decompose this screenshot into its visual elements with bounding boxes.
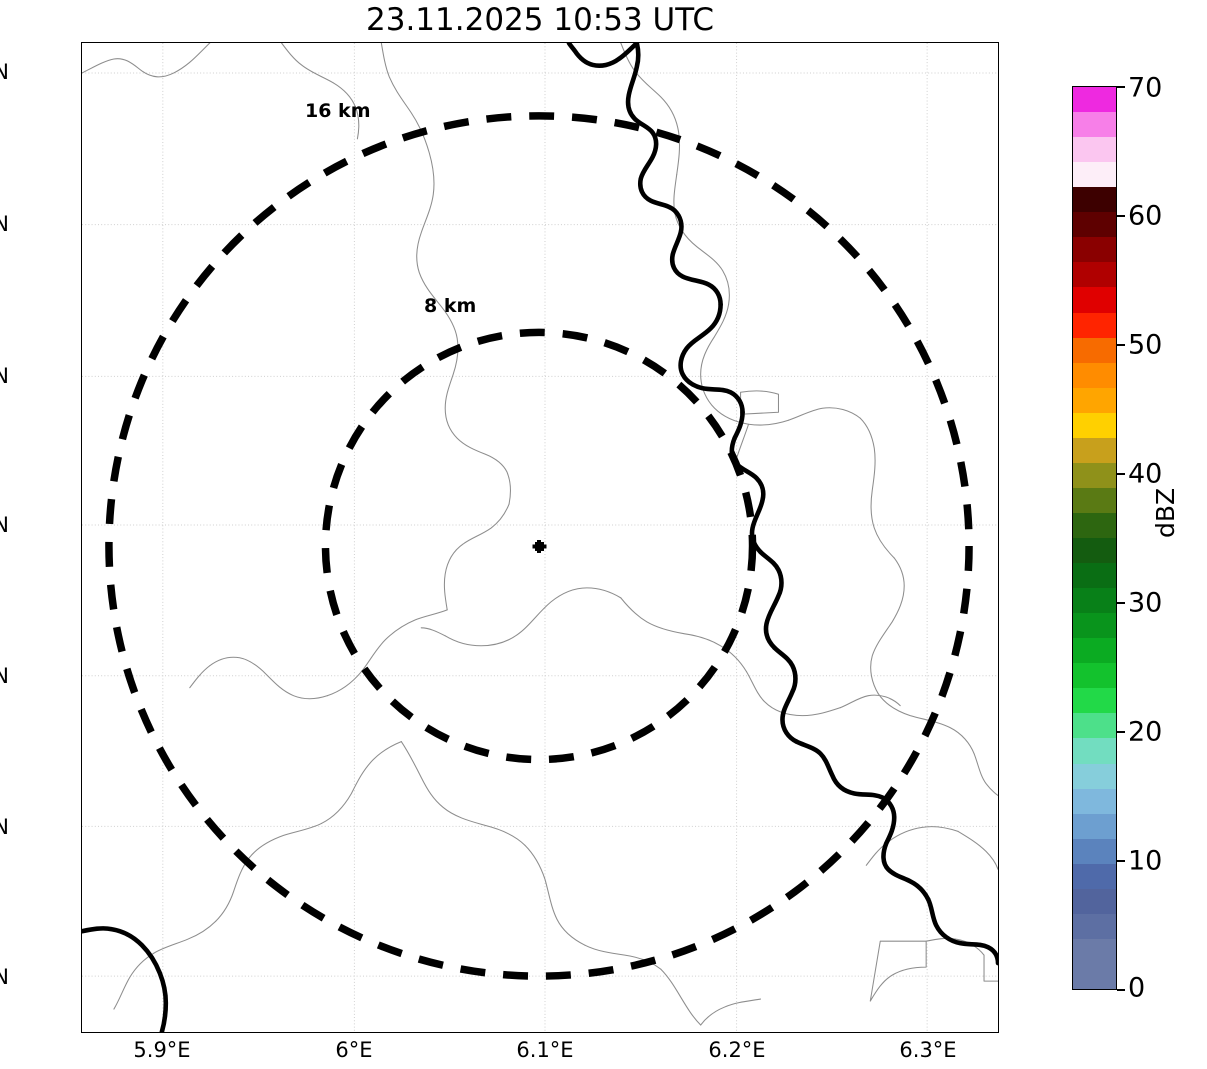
colorbar-band (1073, 612, 1116, 639)
ytick-label-499n: 49.9°N (0, 364, 9, 388)
cb-tick-line-60 (1117, 215, 1125, 217)
cb-tick-label-0: 0 (1128, 972, 1146, 1004)
range-ring-16km-label: 16 km (305, 100, 371, 122)
colorbar-band (1073, 286, 1116, 313)
colorbar-band (1073, 87, 1116, 113)
ytick-label-4975n: 49.75°N (0, 815, 9, 839)
ytick-label-4985n: 49.85°N (0, 513, 9, 537)
colorbar-band (1073, 136, 1116, 163)
cb-tick-line-20 (1117, 731, 1125, 733)
colorbar-band (1073, 887, 1116, 914)
colorbar-band (1073, 912, 1116, 939)
colorbar-band (1073, 562, 1116, 589)
colorbar-band (1073, 411, 1116, 438)
colorbar-band (1073, 161, 1116, 188)
municipal-boundaries (82, 43, 998, 1026)
colorbar-band (1073, 311, 1116, 338)
colorbar-band (1073, 762, 1116, 789)
xtick-label-62e: 6.2°E (708, 1038, 766, 1062)
cb-tick-label-70: 70 (1128, 72, 1163, 104)
range-ring-16km (105, 112, 973, 980)
range-ring-8km (321, 328, 757, 764)
ytick-label-498n: 49.8°N (0, 664, 9, 688)
colorbar[interactable] (1072, 86, 1117, 990)
cb-tick-line-40 (1117, 473, 1125, 475)
national-border (82, 43, 998, 1032)
colorbar-band (1073, 236, 1116, 263)
cb-tick-label-40: 40 (1128, 458, 1163, 490)
xtick-label-6e: 6°E (335, 1038, 373, 1062)
cb-tick-line-30 (1117, 602, 1125, 604)
colorbar-band (1073, 937, 1116, 964)
cb-tick-label-60: 60 (1128, 200, 1163, 232)
page-title: 23.11.2025 10:53 UTC (366, 2, 714, 38)
xtick-label-59e: 5.9°E (133, 1038, 191, 1062)
xtick-label-63e: 6.3°E (899, 1038, 957, 1062)
cb-tick-line-50 (1117, 344, 1125, 346)
map-canvas (82, 43, 998, 1032)
colorbar-band (1073, 787, 1116, 814)
colorbar-band (1073, 261, 1116, 288)
colorbar-band (1073, 111, 1116, 138)
cb-tick-label-20: 20 (1128, 716, 1163, 748)
colorbar-band (1073, 336, 1116, 363)
colorbar-band (1073, 361, 1116, 388)
cb-tick-line-10 (1117, 860, 1125, 862)
colorbar-band (1073, 837, 1116, 864)
colorbar-band (1073, 712, 1116, 739)
radar-map-plot[interactable] (81, 42, 999, 1033)
colorbar-band (1073, 511, 1116, 538)
ytick-label-4995n: 49.95°N (0, 212, 9, 236)
range-ring-8km-label: 8 km (424, 295, 477, 317)
colorbar-band (1073, 486, 1116, 513)
cb-tick-line-70 (1117, 86, 1125, 88)
colorbar-band (1073, 386, 1116, 413)
colorbar-band (1073, 436, 1116, 463)
colorbar-band (1073, 662, 1116, 689)
colorbar-band (1073, 461, 1116, 488)
colorbar-band (1073, 737, 1116, 764)
ytick-label-50n: 50°N (0, 60, 9, 84)
colorbar-axis-title: dBZ (1151, 487, 1180, 538)
cb-tick-label-30: 30 (1128, 587, 1163, 619)
colorbar-band (1073, 211, 1116, 238)
colorbar-band (1073, 962, 1116, 989)
cb-tick-line-0 (1117, 989, 1125, 991)
xtick-label-61e: 6.1°E (516, 1038, 574, 1062)
colorbar-band (1073, 862, 1116, 889)
ytick-label-497n: 49.7°N (0, 965, 9, 989)
cb-tick-label-50: 50 (1128, 329, 1163, 361)
graticule-gridlines (82, 43, 998, 1032)
radar-site-marker (532, 539, 547, 553)
colorbar-band (1073, 687, 1116, 714)
cb-tick-label-10: 10 (1128, 845, 1163, 877)
colorbar-band (1073, 587, 1116, 614)
colorbar-band (1073, 536, 1116, 564)
colorbar-band (1073, 812, 1116, 839)
colorbar-band (1073, 637, 1116, 664)
colorbar-band (1073, 186, 1116, 213)
